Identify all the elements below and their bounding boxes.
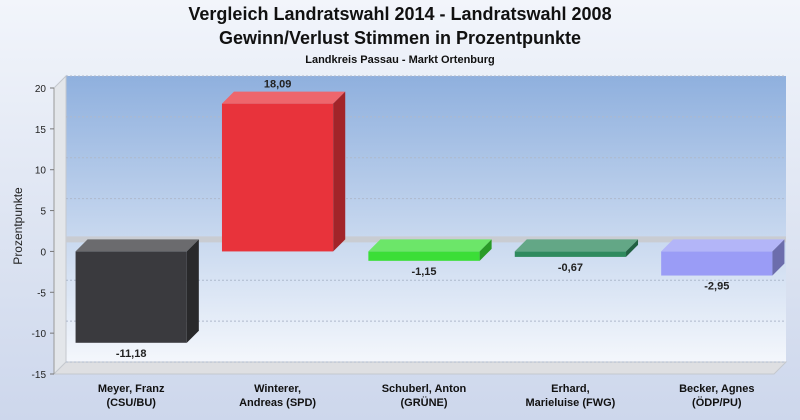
x-category-label: Meyer, Franz bbox=[98, 383, 165, 395]
bar-front bbox=[514, 251, 627, 257]
plot-floor bbox=[52, 361, 788, 375]
y-tick-label: -15 bbox=[32, 370, 47, 381]
data-label: 18,09 bbox=[264, 79, 292, 91]
y-tick-label: 10 bbox=[35, 166, 47, 177]
y-tick-label: -5 bbox=[37, 288, 46, 299]
bar-side bbox=[479, 239, 492, 261]
bar bbox=[514, 239, 639, 257]
chart-subtitle: Landkreis Passau - Markt Ortenburg bbox=[305, 54, 495, 66]
x-category-label: Erhard, bbox=[551, 383, 590, 395]
bar-front bbox=[368, 251, 480, 261]
bar-side bbox=[186, 239, 199, 343]
bar-top bbox=[75, 239, 199, 252]
bar-side bbox=[333, 91, 346, 252]
plot-side-wall bbox=[53, 74, 67, 376]
y-tick-label: 0 bbox=[40, 247, 46, 258]
data-label: -0,67 bbox=[558, 262, 583, 274]
x-category-label: (CSU/BU) bbox=[106, 397, 156, 409]
y-tick-label: -10 bbox=[32, 329, 47, 340]
x-category-label: Andreas (SPD) bbox=[239, 397, 316, 409]
bar bbox=[221, 91, 346, 252]
data-label: -2,95 bbox=[704, 281, 729, 293]
bar bbox=[75, 239, 199, 343]
x-category-label: Schuberl, Anton bbox=[382, 383, 467, 395]
x-category-label: (ÖDP/PU) bbox=[692, 396, 742, 409]
data-label: -11,18 bbox=[116, 348, 147, 360]
bar-front bbox=[661, 251, 773, 276]
chart-title-line2: Gewinn/Verlust Stimmen in Prozentpunkte bbox=[218, 28, 582, 48]
bar-top bbox=[514, 239, 639, 252]
bar-top bbox=[661, 239, 785, 252]
bar-side bbox=[772, 239, 785, 276]
bar-front bbox=[75, 251, 187, 343]
x-category-label: (GRÜNE) bbox=[400, 396, 447, 409]
x-category-label: Becker, Agnes bbox=[679, 383, 754, 395]
bar bbox=[368, 239, 492, 261]
y-tick-label: 20 bbox=[35, 84, 47, 95]
data-label: -1,15 bbox=[411, 266, 436, 278]
y-tick-label: 5 bbox=[40, 207, 46, 218]
x-category-label: Winterer, bbox=[254, 383, 301, 395]
bar bbox=[661, 239, 785, 276]
chart-title: Vergleich Landratswahl 2014 - Landratswa… bbox=[188, 4, 612, 24]
y-axis-label: Prozentpunkte bbox=[11, 187, 25, 265]
bar-top bbox=[368, 239, 492, 252]
bar-front bbox=[221, 103, 334, 252]
bar-side bbox=[626, 239, 639, 257]
x-category-label: Marieluise (FWG) bbox=[525, 397, 615, 409]
y-tick-label: 15 bbox=[35, 125, 47, 136]
bar-top bbox=[221, 91, 346, 104]
